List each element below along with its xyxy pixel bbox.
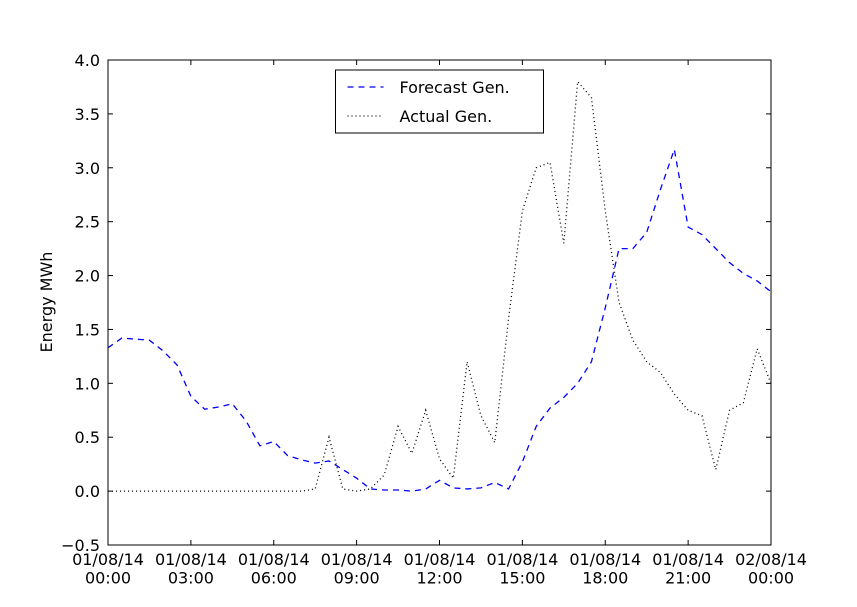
y-tick-label: −0.5 xyxy=(61,536,100,555)
y-tick-label: 1.5 xyxy=(75,320,100,339)
y-tick-label: 0.5 xyxy=(75,428,100,447)
legend-label: Actual Gen. xyxy=(400,107,493,126)
y-axis-label: Energy MWh xyxy=(37,252,56,353)
series-line xyxy=(108,79,772,492)
y-tick-label: 3.5 xyxy=(75,105,100,124)
x-tick-label: 01/08/14 18:00 xyxy=(569,550,641,587)
y-tick-label: 1.0 xyxy=(75,374,100,393)
y-tick-label: 3.0 xyxy=(75,159,100,178)
y-tick-label: 4.0 xyxy=(75,51,100,70)
x-tick-label: 01/08/14 06:00 xyxy=(238,550,310,587)
x-tick-label: 01/08/14 03:00 xyxy=(155,550,227,587)
x-tick-label: 01/08/14 12:00 xyxy=(404,550,476,587)
x-tick-label: 01/08/14 21:00 xyxy=(652,550,724,587)
x-tick-label: 01/08/14 00:00 xyxy=(72,550,144,587)
y-tick-label: 0.0 xyxy=(75,482,100,501)
series-line xyxy=(107,146,772,492)
y-tick-label: 2.0 xyxy=(75,267,100,286)
x-tick-label: 02/08/14 00:00 xyxy=(735,550,807,587)
x-tick-label: 01/08/14 09:00 xyxy=(321,550,393,587)
plot-frame xyxy=(107,59,772,546)
legend-box xyxy=(335,69,544,134)
y-tick-label: 2.5 xyxy=(75,213,100,232)
legend-label: Forecast Gen. xyxy=(400,78,510,97)
x-tick-label: 01/08/14 15:00 xyxy=(486,550,558,587)
